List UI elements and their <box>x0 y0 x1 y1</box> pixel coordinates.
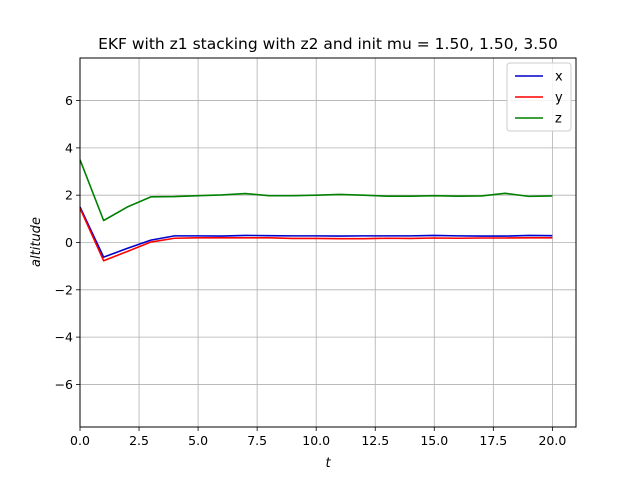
legend-label-y: y <box>555 91 563 106</box>
y-axis-label: altitude <box>29 217 44 267</box>
y-tick-label: 4 <box>65 140 73 155</box>
y-tick-label: −6 <box>55 377 73 392</box>
y-tick-label: −4 <box>55 330 73 345</box>
grid <box>79 58 576 427</box>
x-tick-label: 2.5 <box>129 433 149 448</box>
x-axis-label: t <box>325 456 331 471</box>
plot-lines <box>79 159 553 262</box>
x-tick-label: 10.0 <box>302 433 330 448</box>
x-tick-label: 20.0 <box>538 433 566 448</box>
x-tick-label: 5.0 <box>188 433 208 448</box>
legend-label-x: x <box>555 70 563 85</box>
y-tick-label: 2 <box>65 188 73 203</box>
series-line-z <box>79 159 553 222</box>
y-axis-ticks: −6 −4 −2 0 2 4 6 <box>55 93 80 392</box>
x-tick-label: 0.0 <box>70 433 90 448</box>
y-tick-label: 6 <box>65 93 73 108</box>
y-tick-label: −2 <box>55 282 73 297</box>
legend: xyz <box>506 62 572 132</box>
x-tick-label: 15.0 <box>420 433 448 448</box>
x-axis-ticks: 0.0 2.5 5.0 7.5 10.0 12.5 15.0 17.5 20.0 <box>70 427 566 448</box>
legend-label-z: z <box>555 112 562 127</box>
chart-title: EKF with z1 stacking with z2 and init mu… <box>98 35 558 53</box>
x-tick-label: 7.5 <box>247 433 267 448</box>
series-line-x <box>79 206 553 258</box>
x-tick-label: 12.5 <box>361 433 389 448</box>
x-tick-label: 17.5 <box>479 433 507 448</box>
series-line-y <box>79 207 553 262</box>
y-tick-label: 0 <box>65 235 73 250</box>
